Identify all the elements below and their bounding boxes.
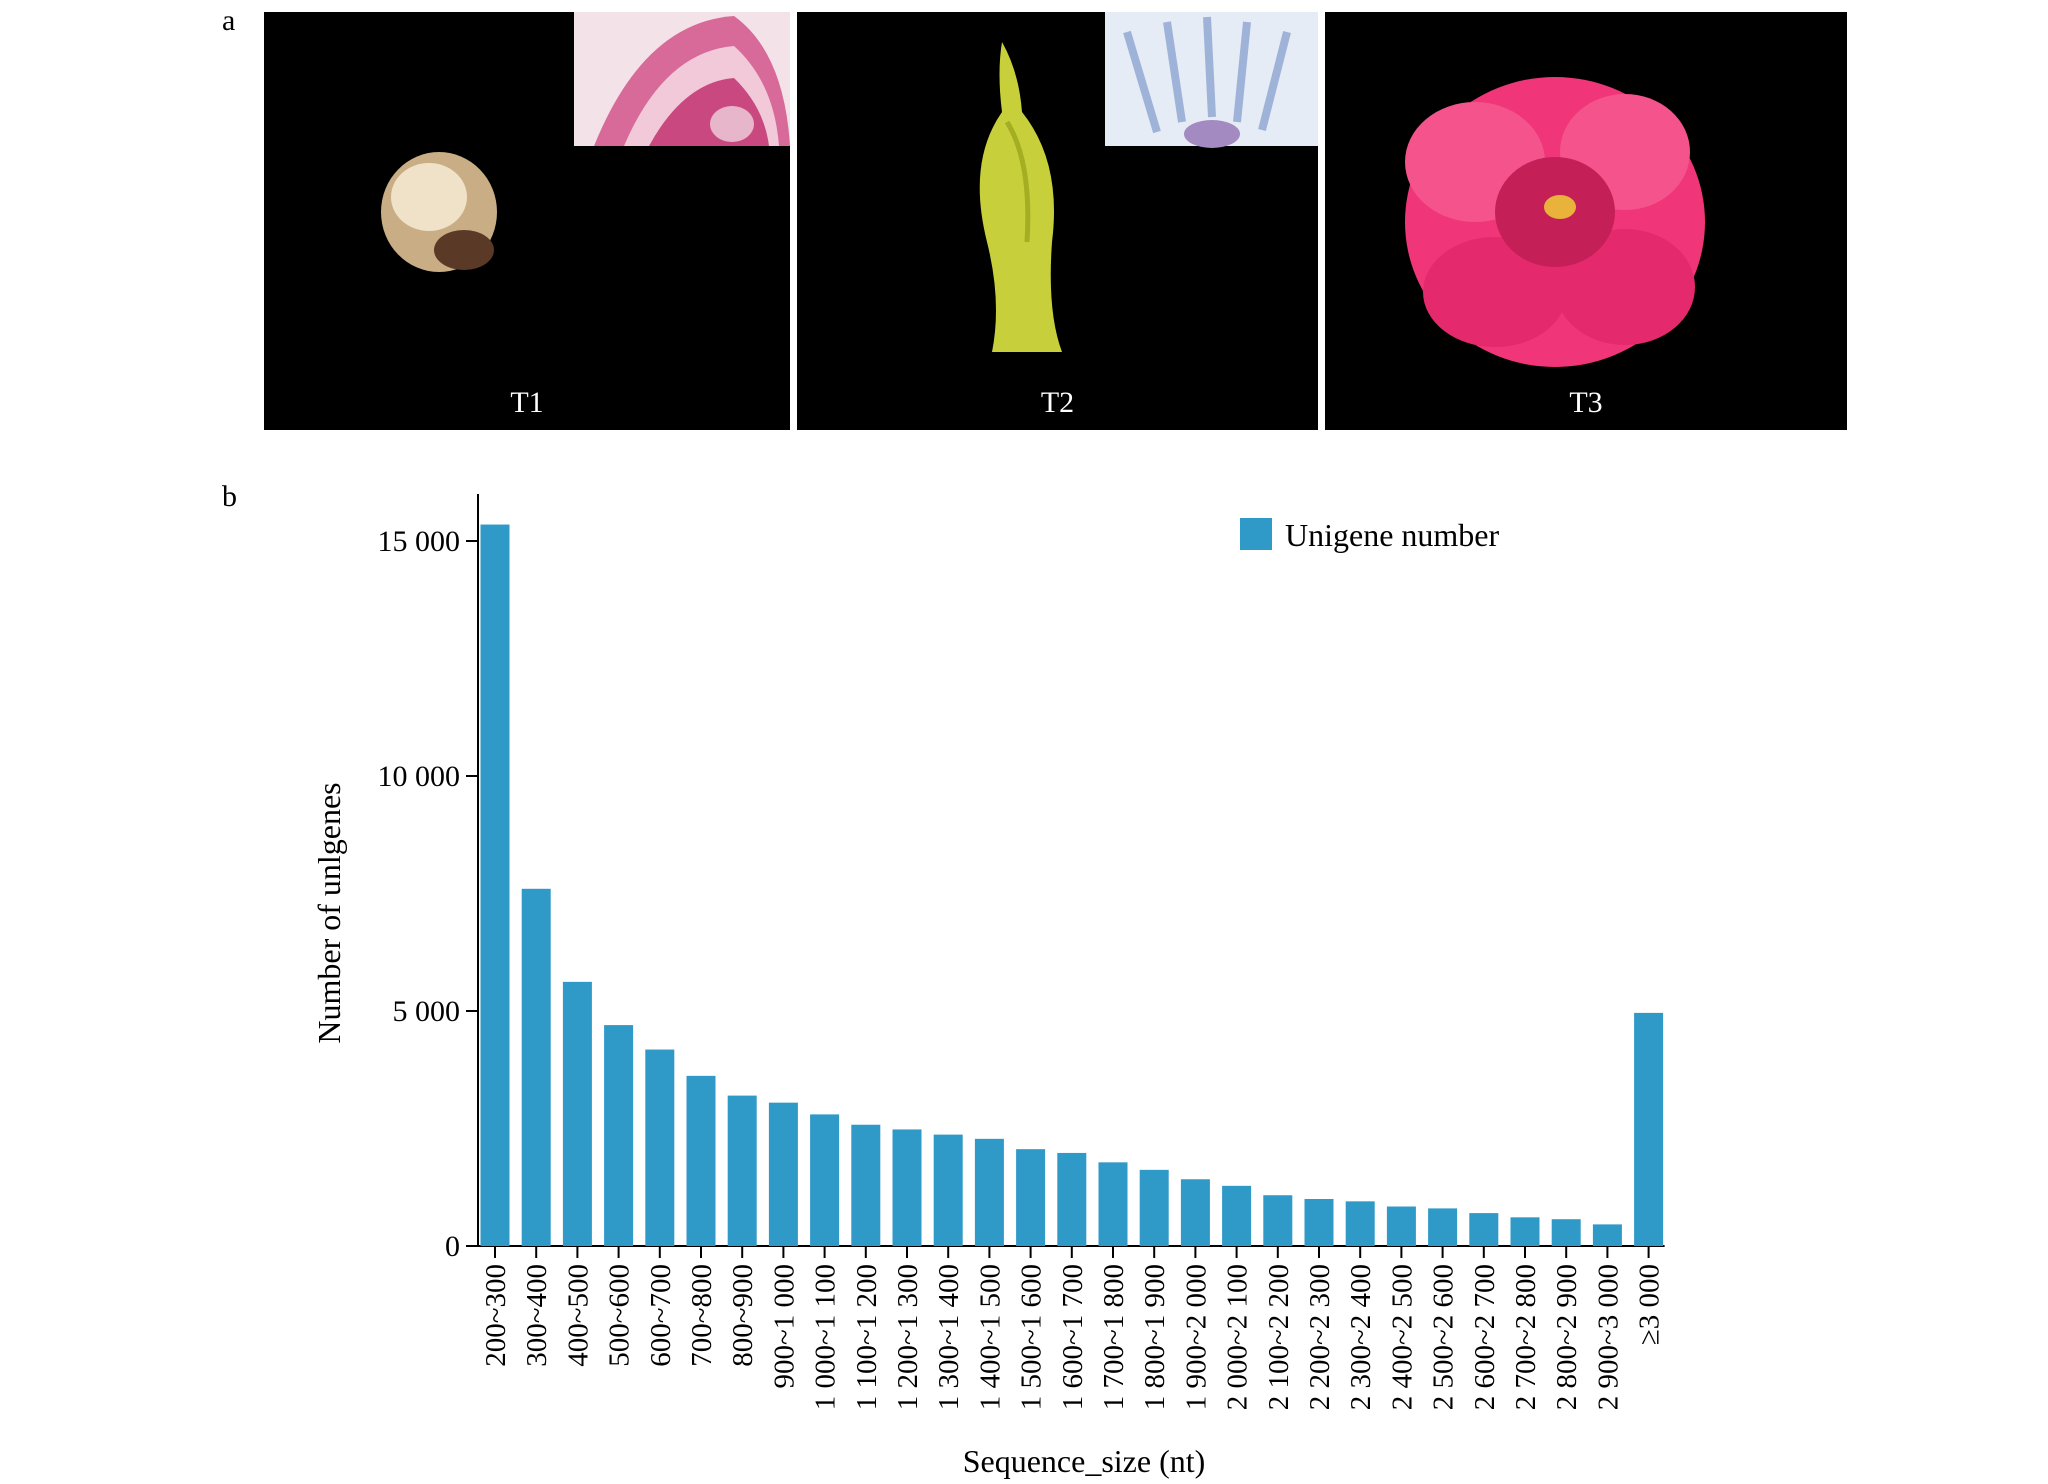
bar [974, 1138, 1004, 1246]
x-tick-label: 1 200~1 300 [892, 1264, 924, 1410]
x-tick-label: ≥3 000 [1634, 1264, 1666, 1345]
bar [645, 1049, 675, 1246]
bar [604, 1025, 634, 1246]
bar [851, 1124, 881, 1246]
legend: Unigene number [1240, 517, 1500, 553]
x-tick-label: 2 600~2 700 [1469, 1264, 1501, 1410]
bar [1139, 1169, 1169, 1246]
x-tick-label: 1 100~1 200 [851, 1264, 883, 1410]
plot-area: 0 5 000 10 000 15 000 200~300 300~400 400~500… [378, 494, 1666, 1410]
bar [933, 1134, 963, 1246]
x-tick-label: 2 400~2 500 [1386, 1264, 1418, 1410]
bar-chart: 0 5 000 10 000 15 000 200~300 300~400 400~500… [311, 494, 1666, 1479]
bar [1634, 1012, 1664, 1246]
y-tick-label: 15 000 [378, 525, 461, 558]
bar [1263, 1195, 1293, 1246]
legend-swatch [1240, 518, 1272, 550]
x-ticks: 200~300 300~400 400~500 500~600 600~700 700~8… [480, 1246, 1666, 1410]
photo-t3: T3 [1325, 12, 1847, 430]
bar [1016, 1149, 1046, 1246]
bar [1057, 1152, 1087, 1246]
x-tick-label: 300~400 [521, 1264, 553, 1367]
x-tick-label: 2 900~3 000 [1592, 1264, 1624, 1410]
bar [521, 888, 551, 1246]
x-tick-label: 2 100~2 200 [1263, 1264, 1295, 1410]
y-tick-label: 5 000 [393, 995, 461, 1028]
x-tick-label: 700~800 [686, 1264, 718, 1367]
bar [1304, 1199, 1334, 1246]
bar [892, 1129, 922, 1246]
photo-t3-image [1405, 77, 1705, 367]
bar [1592, 1224, 1622, 1246]
x-tick-label: 1 600~1 700 [1057, 1264, 1089, 1410]
bar [1222, 1185, 1252, 1246]
x-tick-label: 2 800~2 900 [1551, 1264, 1583, 1410]
bar [686, 1075, 716, 1246]
x-tick-label: 2 300~2 400 [1345, 1264, 1377, 1410]
x-tick-label: 600~700 [645, 1264, 677, 1367]
bar [768, 1102, 798, 1246]
panel-letter-b: b [222, 480, 237, 513]
x-tick-label: 400~500 [562, 1264, 594, 1367]
bar [480, 524, 510, 1246]
x-tick-label: 1 700~1 800 [1098, 1264, 1130, 1410]
x-tick-label: 200~300 [480, 1264, 512, 1367]
x-tick-label: 500~600 [604, 1264, 636, 1367]
bar [1551, 1219, 1581, 1246]
x-tick-label: 1 800~1 900 [1139, 1264, 1171, 1410]
y-ticks: 0 5 000 10 000 15 000 [378, 525, 478, 1263]
bar [1428, 1208, 1458, 1246]
legend-label: Unigene number [1285, 517, 1500, 553]
x-tick-label: 2 000~2 100 [1222, 1264, 1254, 1410]
bar [1386, 1206, 1416, 1246]
y-axis-label: Number of unlgenes [311, 782, 347, 1043]
x-tick-label: 1 400~1 500 [974, 1264, 1006, 1410]
photo-t2-image [979, 12, 1318, 352]
photo-label-t2: T2 [1040, 386, 1075, 419]
x-tick-label: 2 700~2 800 [1510, 1264, 1542, 1410]
y-tick-label: 0 [445, 1230, 460, 1263]
bar [1098, 1162, 1128, 1246]
x-tick-label: 1 900~2 000 [1180, 1264, 1212, 1410]
photo-label-t3: T3 [1569, 386, 1603, 419]
x-tick-label: 800~900 [727, 1264, 759, 1367]
bar [1469, 1213, 1499, 1246]
photo-label-t1: T1 [510, 386, 544, 419]
y-tick-label: 10 000 [378, 760, 461, 793]
bar [1180, 1179, 1210, 1246]
x-tick-label: 1 500~1 600 [1016, 1264, 1048, 1410]
x-tick-label: 1 300~1 400 [933, 1264, 965, 1410]
x-tick-label: 2 500~2 600 [1428, 1264, 1460, 1410]
bar [562, 981, 592, 1246]
x-tick-label: 1 000~1 100 [810, 1264, 842, 1410]
panel-letter-a: a [222, 4, 236, 37]
x-tick-label: 900~1 000 [768, 1264, 800, 1388]
photo-t2: T2 [797, 12, 1318, 430]
photo-t1-image [381, 12, 790, 272]
bars [480, 524, 1664, 1246]
x-tick-label: 2 200~2 300 [1304, 1264, 1336, 1410]
bar [727, 1095, 757, 1246]
bar [810, 1114, 840, 1246]
bar [1510, 1217, 1540, 1246]
x-axis-label: Sequence_size (nt) [963, 1443, 1206, 1479]
bar [1345, 1201, 1375, 1246]
photo-t1: T1 [264, 12, 790, 430]
